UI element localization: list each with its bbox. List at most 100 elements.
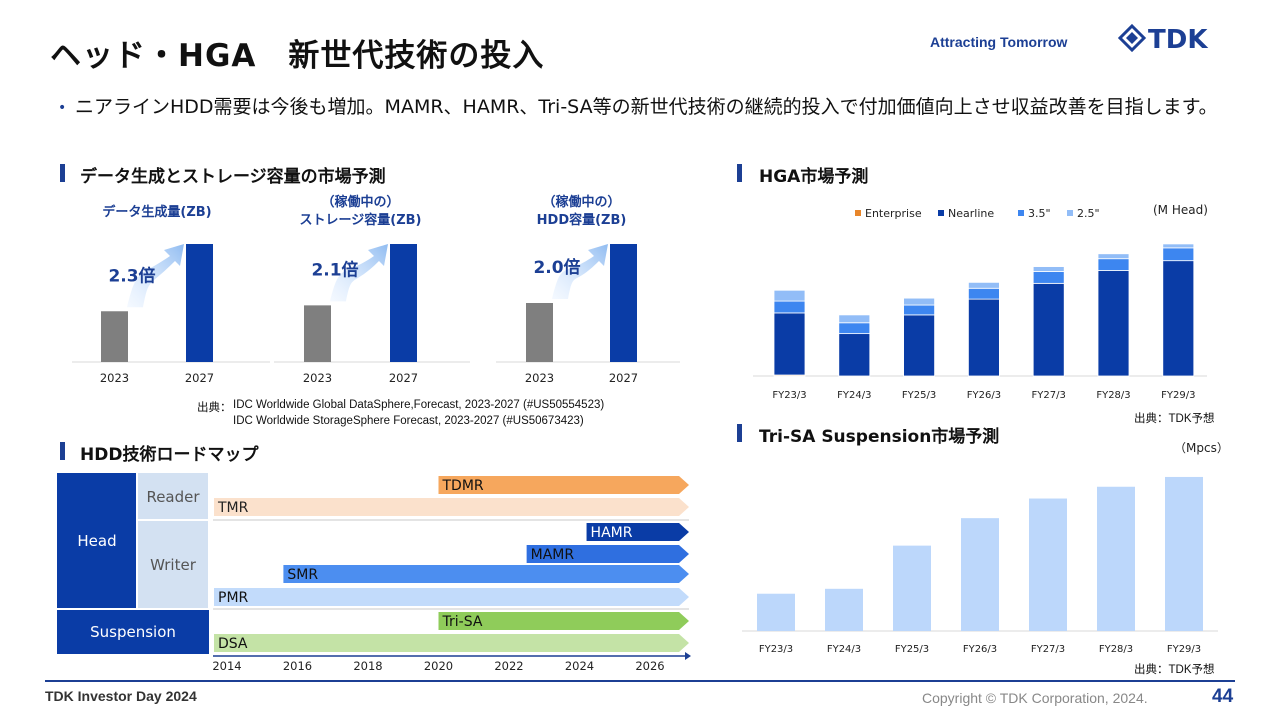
section-title-data-market: データ生成とストレージ容量の市場予測 [80,167,386,187]
tdk-logo-icon [1118,24,1147,52]
page-number: 44 [1212,686,1234,707]
unit-label: （Mpcs） [1174,441,1229,455]
roadmap-bar-label: TMR [217,500,249,516]
head-cell [57,473,136,608]
writer-cell-bg [138,521,208,608]
tick-label: FY29/3 [1161,390,1195,401]
unit-label: (M Head) [1153,203,1208,217]
data-market-charts: 2023 2027 2.3倍 データ生成量(ZB) 2023 2027 2.1倍 （稼働中の）… [72,194,680,385]
tick-label: 2027 [389,371,418,385]
growth-arrow [330,244,388,302]
bar-segment-25 [903,297,936,306]
roadmap-bar-pmr [214,588,689,606]
legend-label: Enterprise [865,207,922,220]
roadmap-bar-tmr [214,498,689,516]
roadmap-bar-dsa [214,634,689,652]
tick-label: FY25/3 [895,644,929,655]
bar-segment-25 [1032,266,1065,272]
growth-label: 2.0倍 [533,257,580,278]
timeline-arrowhead [685,652,691,660]
page-title: ヘッド・HGA 新世代技術の投入 [50,38,545,74]
roadmap-bar-smr [283,565,689,583]
tick-label: FY28/3 [1099,644,1133,655]
bar-2023 [101,311,128,362]
bar [757,593,795,631]
roadmap-bar-label: Tri-SA [442,614,483,630]
section-title-trisa: Tri-SA Suspension市場予測 [759,427,1000,447]
bar-2027 [186,244,213,362]
tdk-logo-text: TDK [1148,25,1208,52]
bullet-icon: • [58,100,67,116]
tick-label: 2023 [303,371,332,385]
tick-label: FY23/3 [759,644,793,655]
tick-label: FY25/3 [902,390,936,401]
tick-label: 2023 [100,371,129,385]
growth-label: 2.3倍 [108,265,155,286]
bar-2023 [304,305,331,362]
writer-label: Writer [150,556,197,574]
footer-divider [45,680,1235,682]
bar-2027 [390,244,417,362]
year-label: 2014 [212,659,241,673]
bar-segment-35 [773,300,806,314]
year-label: 2024 [565,659,594,673]
bar [1165,476,1203,631]
source-idc-line2: IDC Worldwide StorageSphere Forecast, 20… [233,415,584,427]
bar-2023 [526,303,553,362]
year-label: 2020 [424,659,453,673]
suspension-cell [57,610,209,654]
bar-segment-35 [967,287,1000,300]
legend-label: 3.5" [1028,207,1051,220]
bar-segment-35 [1162,247,1195,262]
section-marker [60,442,65,460]
section-marker [737,164,742,182]
roadmap-bar-hamr [586,523,689,541]
year-label: 2026 [635,659,664,673]
legend-swatch [855,210,861,216]
bar-segment-Nearline [1032,282,1065,377]
chart-title: HDD容量(ZB) [537,212,627,228]
year-label: 2018 [353,659,382,673]
roadmap-bar-mamr [526,545,689,563]
bar-segment-Nearline [773,312,806,376]
head-label: Head [77,532,116,550]
suspension-label: Suspension [90,623,176,641]
growth-arrow [127,244,184,308]
tick-label: FY28/3 [1096,390,1130,401]
bar [1029,498,1067,631]
tick-label: FY23/3 [772,390,806,401]
tick-label: FY29/3 [1167,644,1201,655]
bar-segment-35 [1032,271,1065,284]
bar-segment-Nearline [838,333,871,377]
tick-label: FY24/3 [837,390,871,401]
year-label: 2016 [283,659,312,673]
source-tdk-hga: 出典：TDK予想 [1134,413,1215,425]
bar [961,518,999,631]
bar-segment-25 [1162,243,1195,249]
legend-swatch [1018,210,1024,216]
hdd-roadmap: HeadReaderWriterSuspensionReaderWriterTD… [57,473,691,673]
section-title-roadmap: HDD技術ロードマップ [80,445,259,465]
hga-chart: FY23/3 FY24/3 FY25/3 FY26/3 FY27/3 FY28/3 FY29… [753,203,1208,401]
bar-segment-25 [838,314,871,324]
tdk-logo: TDK [1118,24,1208,52]
bar-segment-Nearline [903,314,936,377]
source-tdk-trisa: 出典：TDK予想 [1134,664,1215,676]
roadmap-bar-label: TDMR [442,478,484,494]
section-title-hga: HGA市場予測 [759,167,869,187]
footer-copyright: Copyright © TDK Corporation, 2024. [922,690,1148,706]
tick-label: FY27/3 [1032,390,1066,401]
roadmap-bar-label: MAMR [531,547,575,563]
roadmap-bar-label: SMR [287,567,318,583]
bar-segment-35 [903,304,936,316]
bar-segment-Nearline [967,298,1000,377]
trisa-chart: FY23/3 FY24/3 FY25/3 FY26/3 FY27/3 FY28/3 FY29… [742,441,1229,655]
bar-segment-25 [773,289,806,302]
tick-label: 2027 [185,371,214,385]
bar-segment-35 [838,322,871,335]
reader-label: Reader [146,488,200,506]
tick-label: FY27/3 [1031,644,1065,655]
source-idc-line1: IDC Worldwide Global DataSphere,Forecast… [233,399,605,411]
tick-label: FY26/3 [963,644,997,655]
bullet-text: ニアラインHDD需要は今後も増加。MAMR、HAMR、Tri-SA等の新世代技術… [75,96,1218,118]
